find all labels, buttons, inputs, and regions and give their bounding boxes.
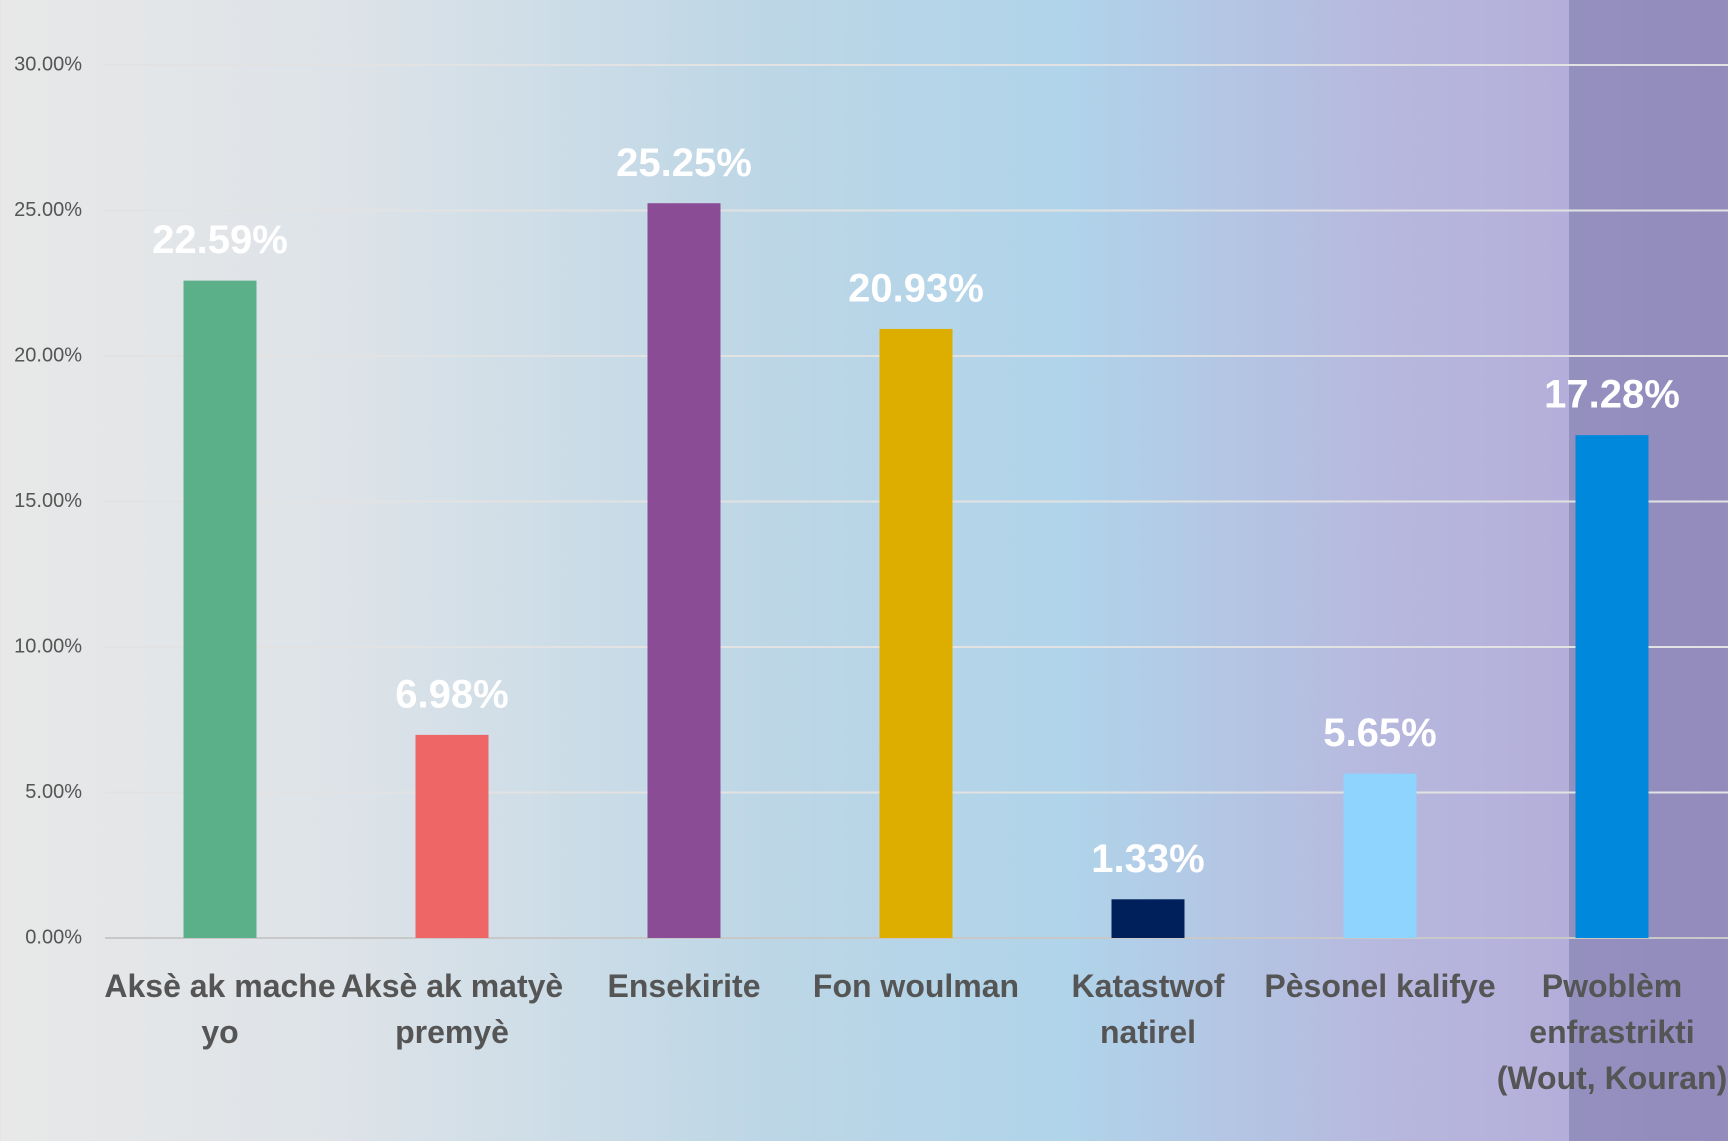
- y-tick-label: 10.00%: [14, 635, 82, 657]
- y-tick-label: 15.00%: [14, 490, 82, 512]
- bar: [415, 734, 489, 938]
- value-label: 25.25%: [616, 141, 752, 185]
- bar: [647, 203, 721, 939]
- bar: [1111, 899, 1185, 938]
- x-tick-label: Fon woulman: [812, 968, 1020, 1004]
- value-label: 20.93%: [848, 266, 984, 310]
- y-tick-label: 20.00%: [14, 344, 82, 366]
- bar: [1343, 773, 1417, 938]
- value-label: 1.33%: [1091, 837, 1204, 881]
- x-tick-label: Aksè ak matyè premyè: [340, 968, 564, 1050]
- x-tick-label: Pèsonel kalifye: [1264, 968, 1496, 1004]
- x-tick-label: Pwoblèm enfrastrikti (Wout, Kouran): [1496, 968, 1728, 1096]
- bar: [183, 280, 257, 939]
- value-label: 17.28%: [1544, 373, 1680, 417]
- y-tick-label: 30.00%: [14, 53, 82, 75]
- y-tick-label: 5.00%: [25, 781, 82, 803]
- value-label: 5.65%: [1323, 711, 1436, 755]
- value-label: 22.59%: [152, 218, 288, 262]
- x-tick-label: Aksè ak mache yo: [104, 968, 336, 1050]
- x-tick-label: Katastwof natirel: [1071, 968, 1225, 1050]
- bar: [879, 328, 953, 938]
- y-tick-label: 0.00%: [25, 926, 82, 948]
- x-tick-label: Ensekirite: [607, 968, 761, 1004]
- value-label: 6.98%: [395, 672, 508, 716]
- y-tick-label: 25.00%: [14, 199, 82, 221]
- bar: [1575, 435, 1649, 938]
